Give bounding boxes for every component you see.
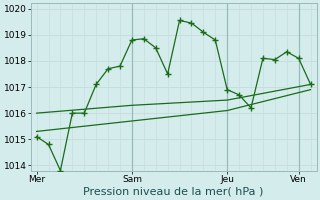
X-axis label: Pression niveau de la mer( hPa ): Pression niveau de la mer( hPa ) <box>84 187 264 197</box>
